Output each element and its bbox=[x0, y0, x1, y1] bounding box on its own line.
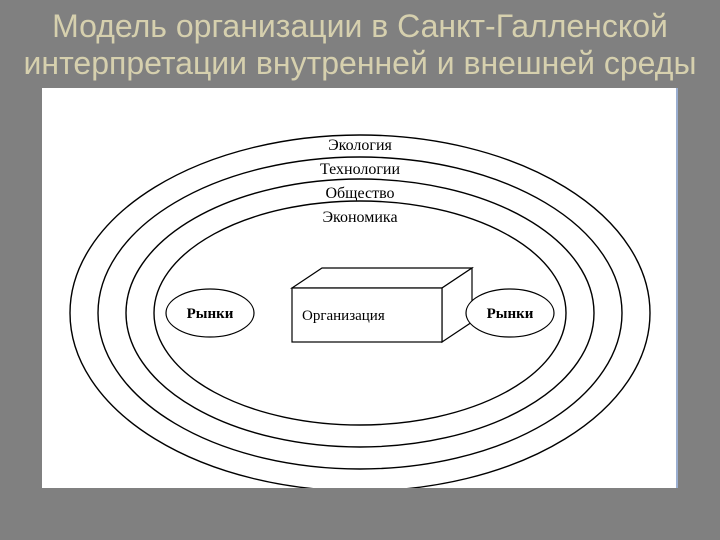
diagram-container: Экология Технологии Общество Экономика Орган… bbox=[42, 88, 678, 488]
org-box-top bbox=[292, 268, 472, 288]
ring-label-2: Общество bbox=[325, 185, 394, 202]
slide-title-text: Модель организации в Санкт-Галленской ин… bbox=[24, 8, 697, 81]
market-right-label: Рынки bbox=[487, 306, 534, 322]
org-label: Организация bbox=[302, 308, 385, 324]
slide-title: Модель организации в Санкт-Галленской ин… bbox=[0, 0, 720, 82]
concentric-diagram: Экология Технологии Общество Экономика Орган… bbox=[42, 88, 678, 488]
ring-label-1: Технологии bbox=[320, 161, 401, 178]
ring-label-0: Экология bbox=[328, 137, 392, 154]
market-left-label: Рынки bbox=[187, 306, 234, 322]
ring-label-3: Экономика bbox=[322, 209, 397, 226]
